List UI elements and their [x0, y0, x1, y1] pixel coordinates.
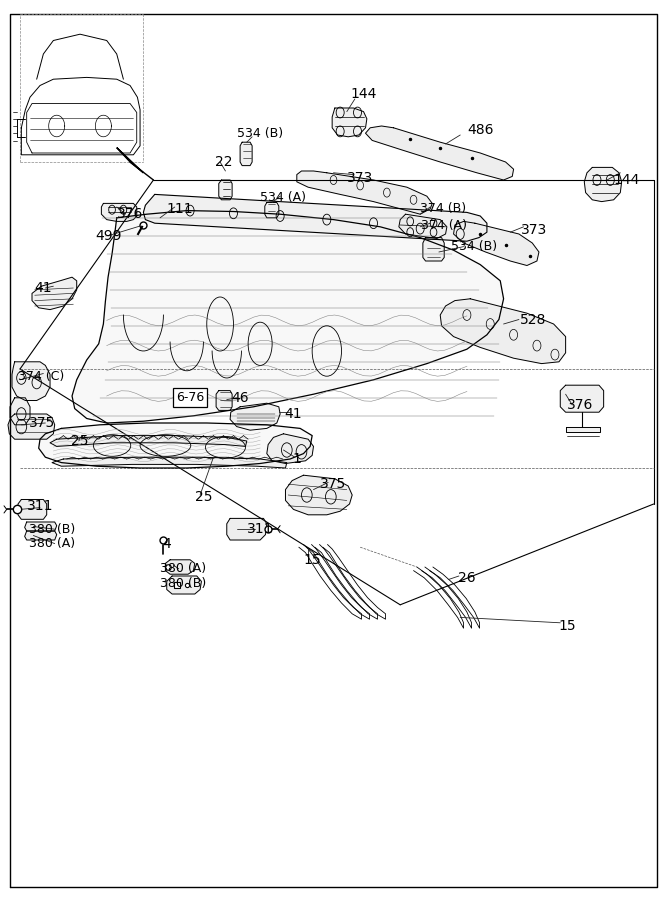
Polygon shape — [72, 211, 504, 423]
Text: 374 (A): 374 (A) — [421, 219, 466, 231]
Polygon shape — [219, 180, 232, 200]
Polygon shape — [297, 171, 432, 214]
Polygon shape — [143, 194, 487, 241]
Polygon shape — [240, 142, 252, 166]
Text: 25: 25 — [195, 490, 212, 504]
Text: 376: 376 — [117, 207, 143, 221]
Polygon shape — [12, 362, 50, 400]
Text: 528: 528 — [520, 312, 547, 327]
Text: 373: 373 — [347, 171, 374, 185]
Text: 144: 144 — [614, 173, 640, 187]
Polygon shape — [265, 202, 279, 218]
Polygon shape — [18, 500, 47, 519]
Text: 499: 499 — [95, 229, 122, 243]
Text: 486: 486 — [467, 123, 494, 138]
Text: 373: 373 — [520, 222, 547, 237]
Text: 534 (A): 534 (A) — [261, 192, 306, 204]
Polygon shape — [440, 299, 566, 364]
Text: 311: 311 — [247, 522, 273, 536]
Polygon shape — [566, 427, 600, 432]
Polygon shape — [227, 518, 267, 540]
Polygon shape — [101, 203, 137, 221]
Polygon shape — [25, 531, 57, 540]
Text: 26: 26 — [458, 571, 476, 585]
Polygon shape — [50, 436, 247, 446]
Text: 25: 25 — [71, 434, 89, 448]
Text: 375: 375 — [320, 477, 347, 491]
Polygon shape — [52, 457, 287, 468]
Polygon shape — [117, 148, 143, 173]
Text: 311: 311 — [27, 499, 53, 513]
Text: 15: 15 — [558, 618, 576, 633]
Text: 41: 41 — [35, 281, 52, 295]
Text: 374 (B): 374 (B) — [420, 202, 467, 215]
Polygon shape — [560, 385, 604, 412]
Polygon shape — [32, 277, 77, 310]
Polygon shape — [25, 522, 57, 531]
Polygon shape — [584, 167, 622, 202]
Text: 15: 15 — [303, 553, 321, 567]
Polygon shape — [454, 221, 539, 266]
Polygon shape — [8, 414, 55, 439]
Polygon shape — [423, 238, 444, 261]
Text: 41: 41 — [285, 407, 302, 421]
Text: 380 (A): 380 (A) — [160, 562, 207, 575]
Polygon shape — [216, 391, 232, 410]
Text: 46: 46 — [231, 391, 249, 405]
Text: 380 (B): 380 (B) — [29, 523, 75, 536]
Text: 375: 375 — [29, 416, 55, 430]
Polygon shape — [267, 434, 313, 464]
Text: 376: 376 — [567, 398, 594, 412]
Polygon shape — [332, 108, 367, 137]
Text: 111: 111 — [167, 202, 193, 216]
Polygon shape — [366, 126, 514, 180]
Polygon shape — [21, 77, 140, 155]
Polygon shape — [10, 398, 30, 425]
Text: 380 (B): 380 (B) — [160, 577, 207, 590]
Polygon shape — [285, 475, 352, 515]
Polygon shape — [167, 576, 201, 594]
Polygon shape — [399, 214, 447, 238]
Polygon shape — [39, 423, 312, 468]
Text: 144: 144 — [350, 87, 377, 102]
Polygon shape — [37, 34, 123, 79]
Polygon shape — [165, 560, 195, 574]
Text: 534 (B): 534 (B) — [237, 127, 283, 140]
Polygon shape — [230, 403, 280, 430]
Text: 374 (C): 374 (C) — [18, 370, 65, 382]
Text: 380 (A): 380 (A) — [29, 537, 75, 550]
Text: 6-76: 6-76 — [176, 392, 204, 404]
Text: 4: 4 — [162, 536, 171, 551]
Text: 22: 22 — [215, 155, 232, 169]
Text: 534 (B): 534 (B) — [450, 240, 497, 253]
Text: 1: 1 — [292, 452, 301, 466]
